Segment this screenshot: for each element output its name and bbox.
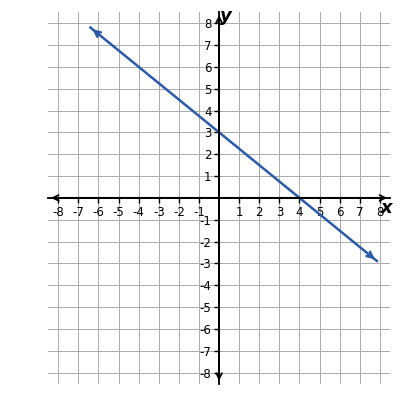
Text: x: x bbox=[380, 199, 392, 217]
Text: y: y bbox=[220, 7, 231, 24]
